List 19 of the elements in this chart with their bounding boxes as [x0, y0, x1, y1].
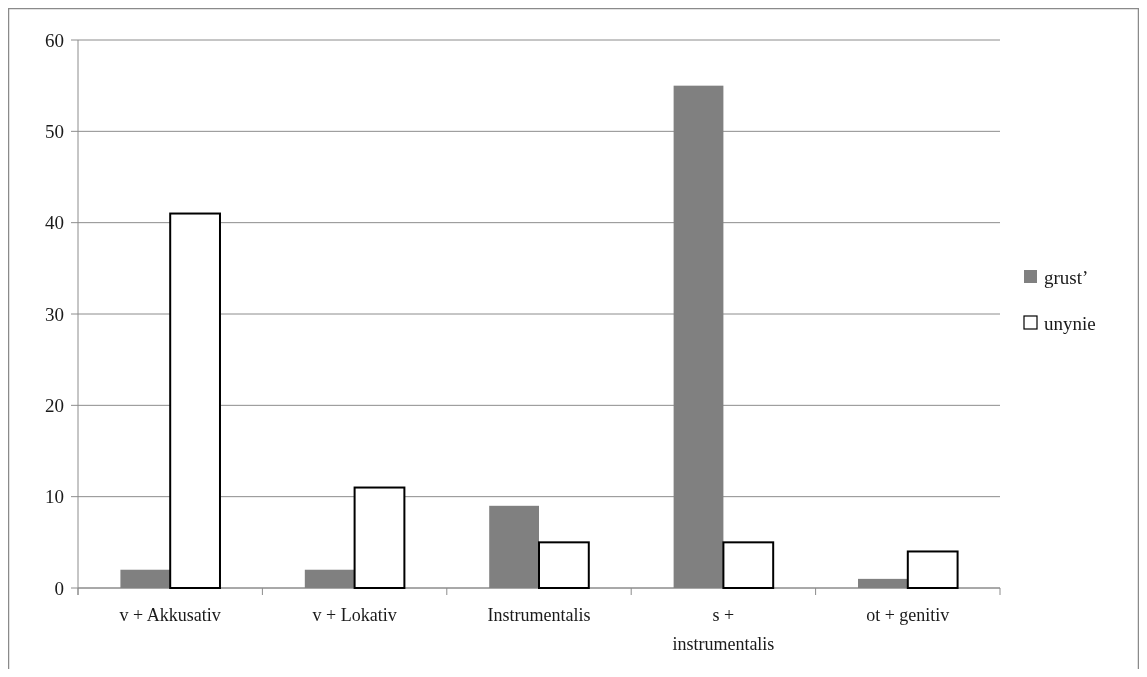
x-tick-label: ot + genitiv — [866, 605, 950, 625]
x-tick-label: v + Lokativ — [312, 605, 397, 625]
y-tick-label: 10 — [45, 486, 64, 508]
x-tick-label: v + Akkusativ — [119, 605, 221, 625]
x-tick-label: s + instrumentalis — [672, 605, 775, 654]
y-tick-label: 0 — [54, 577, 64, 599]
legend-label: grust’ — [1044, 266, 1089, 288]
y-tick-label: 20 — [45, 394, 64, 416]
y-tick-label: 30 — [45, 303, 64, 325]
y-tick-label: 40 — [45, 212, 64, 234]
bar — [353, 486, 406, 589]
legend-label: unynie — [1044, 312, 1096, 334]
bar — [169, 212, 221, 589]
y-tick-label: 50 — [45, 120, 64, 142]
bar — [722, 541, 775, 589]
y-tick-label: 60 — [45, 29, 64, 51]
bar — [906, 550, 959, 589]
bar — [538, 541, 590, 589]
x-tick-label: Instrumentalis — [487, 605, 591, 625]
